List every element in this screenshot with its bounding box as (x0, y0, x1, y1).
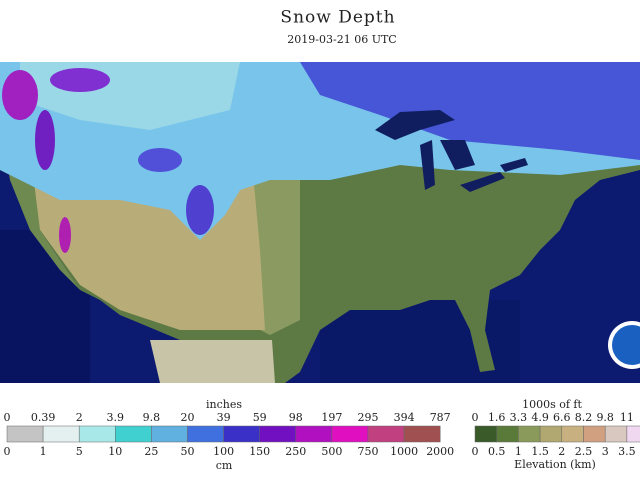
legend-label: 3.3 (510, 411, 528, 424)
legend-label: 1 (515, 445, 522, 458)
legend-label: 0 (472, 411, 479, 424)
legend-label: 197 (321, 411, 342, 424)
legend-label: 0.5 (488, 445, 506, 458)
deep-snow (50, 68, 110, 92)
legend-label: 250 (285, 445, 306, 458)
lake-superior (375, 110, 455, 140)
color-swatch (187, 425, 224, 443)
legend-label: 4.9 (531, 411, 549, 424)
color-swatch (539, 425, 563, 443)
legend-label: 3.5 (618, 445, 636, 458)
color-swatch (518, 425, 541, 443)
legend-label: 0 (4, 411, 11, 424)
snow-unit-bottom: cm (216, 459, 233, 472)
color-swatch (474, 425, 497, 443)
noaa-logo-inner (612, 325, 640, 365)
legend-label: 3 (602, 445, 609, 458)
legend-label: 3.9 (107, 411, 125, 424)
legend-label: 20 (181, 411, 195, 424)
legend-label: 2.5 (575, 445, 593, 458)
legend-label: 1 (40, 445, 47, 458)
legend-label: 750 (358, 445, 379, 458)
legend-label: 9.8 (596, 411, 614, 424)
color-swatch (115, 425, 152, 443)
legend-label: 394 (394, 411, 415, 424)
legend-label: 295 (358, 411, 379, 424)
color-swatch (367, 425, 405, 443)
coast-green (5, 150, 80, 290)
legend-label: 0.39 (31, 411, 56, 424)
deep-snow (2, 70, 38, 120)
legend-label: 0 (4, 445, 11, 458)
map (0, 62, 640, 383)
legend-label: 150 (249, 445, 270, 458)
color-swatch (561, 425, 584, 443)
legend-label: 0 (472, 445, 479, 458)
legend-label: 2 (76, 411, 83, 424)
color-swatch (583, 425, 606, 443)
legend-label: 8.2 (575, 411, 593, 424)
legend-label: 500 (321, 445, 342, 458)
mexico (150, 340, 275, 383)
legend-label: 50 (181, 445, 195, 458)
color-swatch (496, 425, 519, 443)
title: Snow Depth (280, 8, 395, 28)
legend-label: 9.8 (143, 411, 161, 424)
legend-label: 11 (620, 411, 634, 424)
legend-label: 787 (430, 411, 451, 424)
color-swatch (78, 425, 116, 443)
snow-unit-top: inches (206, 398, 242, 411)
lake-michigan (420, 140, 435, 190)
subtitle: 2019-03-21 06 UTC (287, 33, 396, 46)
elev-unit-bottom: Elevation (km) (514, 458, 596, 471)
legend-label: 100 (213, 445, 234, 458)
legend-label: 2 (558, 445, 565, 458)
legend-label: 5 (76, 445, 83, 458)
color-swatch (223, 425, 260, 443)
legend-label: 1.5 (531, 445, 549, 458)
color-swatch (42, 425, 80, 443)
snow-deep (300, 62, 640, 160)
color-swatch (403, 425, 441, 443)
deep-snow (35, 110, 55, 170)
legend-label: 6.6 (553, 411, 571, 424)
color-swatch (295, 425, 333, 443)
legend-label: 1000 (390, 445, 418, 458)
elev-unit-top: 1000s of ft (522, 398, 582, 411)
color-swatch (626, 425, 640, 443)
legend-label: 1.6 (488, 411, 506, 424)
lake-ontario (500, 158, 528, 172)
deep-snow (59, 217, 71, 253)
deep-snow (138, 148, 182, 172)
lake-huron (440, 140, 475, 170)
lake-erie (460, 172, 505, 192)
legend-label: 98 (289, 411, 303, 424)
color-swatch (604, 425, 628, 443)
color-swatch (331, 425, 369, 443)
legend-label: 10 (108, 445, 122, 458)
deep-snow (186, 185, 214, 235)
legend-label: 39 (217, 411, 231, 424)
legend-label: 25 (144, 445, 158, 458)
legend-label: 59 (253, 411, 267, 424)
color-swatch (6, 425, 44, 443)
color-swatch (151, 425, 188, 443)
color-swatch (259, 425, 297, 443)
legend-label: 2000 (426, 445, 454, 458)
